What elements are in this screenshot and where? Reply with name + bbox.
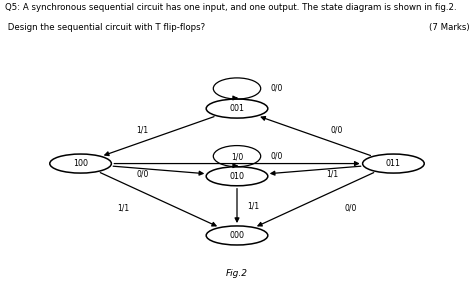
Text: 0/0: 0/0 xyxy=(136,170,148,179)
Text: 1/0: 1/0 xyxy=(231,153,243,162)
Text: 001: 001 xyxy=(229,104,245,113)
FancyArrowPatch shape xyxy=(271,166,361,175)
FancyArrowPatch shape xyxy=(100,173,216,226)
Text: 010: 010 xyxy=(229,172,245,181)
FancyArrowPatch shape xyxy=(105,117,214,156)
Text: 011: 011 xyxy=(386,159,401,168)
Text: 0/0: 0/0 xyxy=(270,84,283,93)
Text: 0/0: 0/0 xyxy=(345,204,357,212)
Text: 1/1: 1/1 xyxy=(247,201,260,210)
Text: 1/1: 1/1 xyxy=(117,204,129,212)
FancyArrowPatch shape xyxy=(261,116,371,155)
Text: Design the sequential circuit with T flip-flops?: Design the sequential circuit with T fli… xyxy=(5,23,205,32)
Text: 0/0: 0/0 xyxy=(270,152,283,161)
Text: 1/1: 1/1 xyxy=(136,125,148,134)
Text: 1/1: 1/1 xyxy=(326,170,338,179)
FancyArrowPatch shape xyxy=(235,189,239,222)
Text: Q5: A synchronous sequential circuit has one input, and one output. The state di: Q5: A synchronous sequential circuit has… xyxy=(5,3,456,12)
Text: (7 Marks): (7 Marks) xyxy=(428,23,469,32)
Text: 100: 100 xyxy=(73,159,88,168)
Text: 000: 000 xyxy=(229,231,245,240)
FancyArrowPatch shape xyxy=(114,162,358,166)
FancyArrowPatch shape xyxy=(258,173,374,226)
Text: 0/0: 0/0 xyxy=(330,125,343,134)
FancyArrowPatch shape xyxy=(113,166,203,175)
Text: Fig.2: Fig.2 xyxy=(226,269,248,278)
